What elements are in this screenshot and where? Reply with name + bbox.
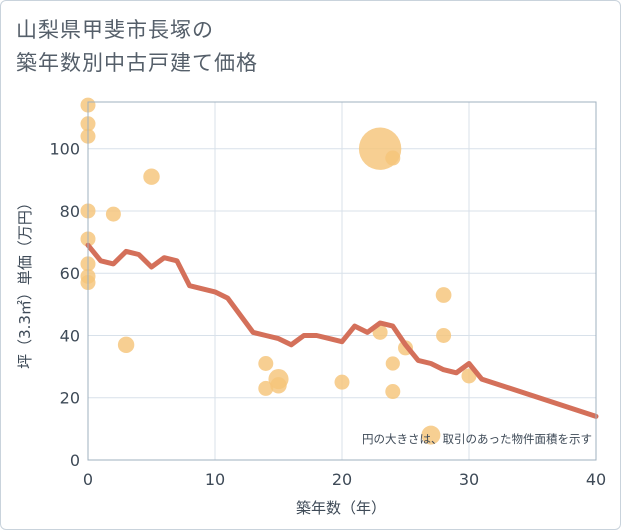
plot-border: [87, 101, 597, 461]
x-tick-label: 10: [205, 470, 225, 489]
y-tick-label: 60: [60, 264, 80, 283]
bubble-size-annotation: 円の大きさは、取引のあった物件面積を示す: [362, 432, 592, 446]
bubble-series: [80, 97, 477, 445]
y-axis-label: 坪（3.3㎡）単価（万円）: [16, 195, 34, 369]
bubble-point: [258, 355, 274, 371]
grid-lines: [87, 102, 597, 461]
axes: 0 20 40 60 80 100 0 10 20 30 40: [49, 101, 606, 489]
bubble-point: [421, 425, 441, 445]
chart-title: 山梨県甲斐市長塚の 築年数別中古戸建て価格: [16, 14, 258, 80]
x-tick-label: 40: [586, 470, 606, 489]
bubble-point: [143, 168, 160, 185]
chart-title-line-1: 山梨県甲斐市長塚の: [16, 18, 214, 42]
bubble-point: [436, 327, 452, 343]
x-tick-label: 30: [459, 470, 479, 489]
y-tick-label: 80: [60, 202, 80, 221]
bubble-point: [435, 287, 452, 303]
bubble-point: [270, 377, 287, 394]
bubble-point: [385, 356, 400, 371]
chart-title-line-2: 築年数別中古戸建て価格: [16, 51, 258, 75]
average-line: [85, 242, 599, 419]
bubble-point: [258, 380, 274, 396]
bubble-point: [461, 368, 477, 384]
bubble-point: [334, 374, 350, 390]
y-tick-label: 100: [49, 140, 80, 159]
x-tick-label: 0: [83, 470, 93, 489]
bubble-point: [105, 206, 121, 222]
x-axis-label: 築年数（年）: [296, 499, 386, 517]
x-tick-label: 20: [332, 470, 352, 489]
bubble-point: [385, 150, 401, 166]
y-tick-label: 40: [60, 326, 80, 345]
bubble-point: [385, 384, 401, 400]
bubble-point: [117, 336, 135, 354]
y-tick-label: 20: [60, 389, 80, 408]
average-line-series: [85, 242, 599, 419]
y-tick-label: 0: [70, 451, 80, 470]
